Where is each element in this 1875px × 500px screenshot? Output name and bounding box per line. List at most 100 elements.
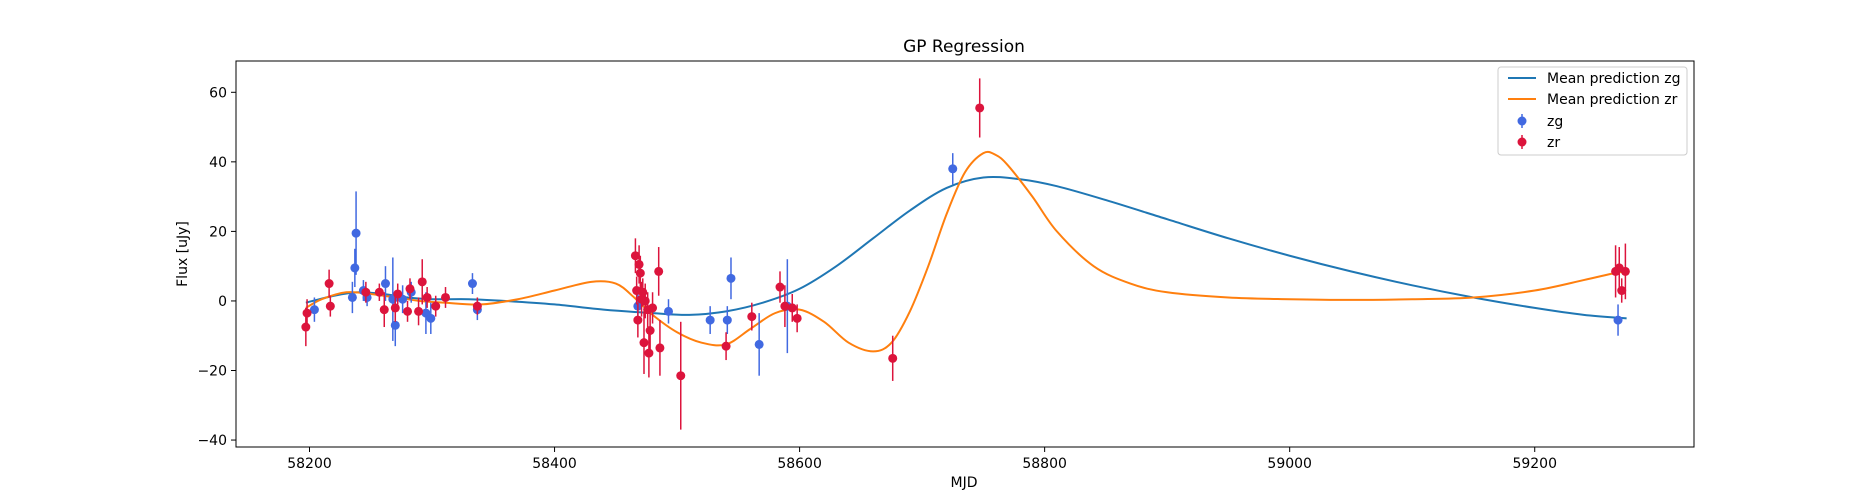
data-point-zg bbox=[309, 297, 319, 322]
marker-zr bbox=[639, 338, 649, 348]
data-point-zg bbox=[726, 257, 736, 300]
marker-zr bbox=[676, 371, 686, 381]
data-point-zg bbox=[722, 306, 732, 334]
data-point-zr bbox=[403, 300, 413, 322]
series-line-mean-prediction-zr bbox=[305, 150, 1627, 353]
y-tick-label: 60 bbox=[209, 85, 227, 101]
marker-zr bbox=[644, 348, 654, 358]
marker-zr bbox=[888, 353, 898, 363]
y-tick-label: 0 bbox=[218, 294, 227, 310]
marker-zr bbox=[324, 279, 334, 289]
data-point-zg bbox=[467, 273, 477, 294]
data-point-zr bbox=[676, 321, 686, 430]
data-point-zr bbox=[630, 238, 640, 274]
plot-frame bbox=[235, 60, 1695, 448]
marker-zr bbox=[780, 301, 790, 311]
marker-zg bbox=[663, 306, 673, 316]
marker-zg bbox=[948, 164, 958, 174]
x-tick-label: 59200 bbox=[1512, 456, 1557, 472]
data-point-zr bbox=[379, 292, 389, 328]
y-axis-label: Flux [uJy] bbox=[175, 221, 191, 287]
legend-marker-zr bbox=[1517, 137, 1527, 147]
data-point-zr bbox=[633, 302, 643, 338]
marker-zr bbox=[414, 306, 424, 316]
marker-zr bbox=[301, 322, 311, 332]
marker-zr bbox=[1617, 286, 1627, 296]
marker-zr bbox=[417, 277, 427, 287]
data-point-zr bbox=[374, 283, 384, 301]
marker-zr bbox=[721, 341, 731, 351]
legend-frame bbox=[1497, 66, 1688, 156]
marker-zr bbox=[648, 303, 658, 313]
data-point-zg bbox=[351, 191, 361, 275]
marker-zr bbox=[379, 305, 389, 315]
marker-zr bbox=[390, 303, 400, 313]
x-tick-label: 58200 bbox=[287, 456, 332, 472]
marker-zg bbox=[705, 315, 715, 325]
marker-zr bbox=[630, 251, 640, 261]
marker-zg bbox=[347, 292, 357, 302]
data-point-zr bbox=[780, 285, 790, 328]
y-axis: −40 −20 0 20 40 60 bbox=[197, 85, 236, 449]
marker-zg bbox=[380, 279, 390, 289]
marker-zg bbox=[722, 315, 732, 325]
data-point-zg bbox=[663, 299, 673, 324]
y-tick-label: −20 bbox=[197, 363, 227, 379]
data-point-zr bbox=[324, 269, 334, 298]
data-point-zr bbox=[414, 297, 424, 326]
data-point-zr bbox=[635, 255, 645, 291]
data-point-zr bbox=[393, 283, 403, 305]
data-point-zr bbox=[422, 287, 432, 308]
marker-zr bbox=[635, 268, 645, 278]
legend-label-zr-mean: Mean prediction zr bbox=[1547, 92, 1678, 108]
marker-zg bbox=[351, 228, 361, 238]
data-point-zr bbox=[654, 247, 664, 296]
data-point-zg bbox=[380, 266, 390, 301]
marker-zr bbox=[633, 315, 643, 325]
series-line-mean-prediction-zg bbox=[305, 175, 1627, 320]
marker-zr bbox=[654, 266, 664, 276]
data-point-zr bbox=[361, 281, 371, 303]
marker-zr bbox=[422, 292, 432, 302]
data-point-zr bbox=[747, 302, 757, 331]
legend: Mean prediction zg Mean prediction zr zg… bbox=[1497, 66, 1688, 156]
data-point-zg bbox=[426, 302, 436, 334]
data-point-zr bbox=[787, 293, 797, 322]
marker-zg bbox=[426, 313, 436, 323]
marker-zr bbox=[787, 303, 797, 313]
x-tick-label: 59000 bbox=[1267, 456, 1312, 472]
data-point-zr bbox=[1620, 243, 1630, 300]
x-axis-label: MJD bbox=[951, 475, 978, 491]
marker-zr bbox=[747, 312, 757, 322]
data-point-zr bbox=[1617, 278, 1627, 303]
data-point-zg bbox=[948, 153, 958, 185]
y-tick-label: 20 bbox=[209, 224, 227, 240]
data-point-zg bbox=[350, 248, 360, 288]
marker-zg bbox=[754, 339, 764, 349]
marker-zg bbox=[390, 320, 400, 330]
data-point-zr bbox=[417, 259, 427, 305]
data-point-zg bbox=[347, 281, 357, 314]
data-point-zr bbox=[441, 287, 451, 308]
data-point-zr bbox=[325, 295, 335, 317]
marker-zr bbox=[405, 284, 415, 294]
marker-zr bbox=[975, 103, 985, 113]
chart-title: GP Regression bbox=[903, 37, 1025, 57]
marker-zg bbox=[1613, 315, 1623, 325]
marker-zg bbox=[309, 305, 319, 315]
marker-zr bbox=[775, 282, 785, 292]
marker-zr bbox=[655, 343, 665, 353]
data-point-zr bbox=[639, 311, 649, 374]
data-point-zr bbox=[721, 332, 731, 361]
marker-zr bbox=[393, 289, 403, 299]
data-point-zr bbox=[888, 335, 898, 381]
data-point-zg bbox=[705, 306, 715, 334]
data-point-zr bbox=[431, 295, 441, 317]
marker-zr bbox=[302, 308, 312, 318]
legend-label-zr: zr bbox=[1547, 135, 1560, 151]
marker-zg bbox=[467, 279, 477, 289]
data-point-zr bbox=[975, 78, 985, 138]
legend-label-zg-mean: Mean prediction zg bbox=[1547, 71, 1681, 87]
marker-zg bbox=[350, 263, 360, 273]
